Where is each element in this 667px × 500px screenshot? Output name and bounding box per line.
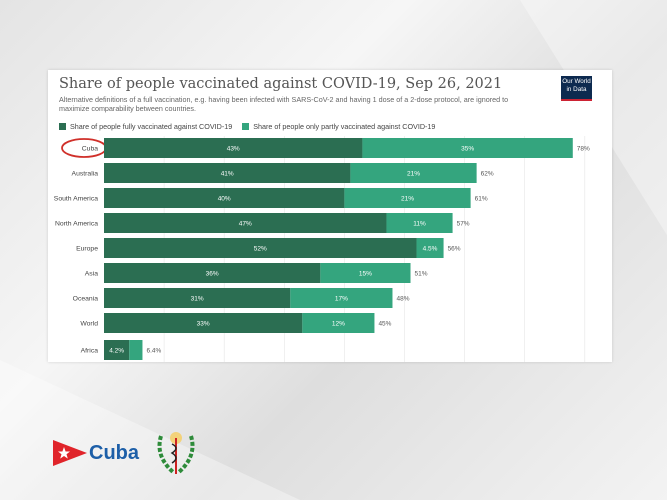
bar-label-partial: 17% xyxy=(335,296,348,303)
bar-partial xyxy=(416,238,444,258)
chart-panel: Share of people vaccinated against COVID… xyxy=(48,70,612,362)
bar-label-partial: 12% xyxy=(332,321,345,328)
owid-logo: Our World in Data xyxy=(561,76,592,101)
category-label: World xyxy=(80,321,98,328)
bar-full xyxy=(104,340,130,360)
bar-full xyxy=(104,138,363,158)
category-label: Europe xyxy=(76,246,98,253)
category-label: North America xyxy=(55,221,98,228)
bar-total-label: 78% xyxy=(577,146,590,153)
bar-partial xyxy=(129,340,143,360)
bar-full xyxy=(104,263,321,283)
bar-partial xyxy=(350,163,477,183)
bar-total-label: 56% xyxy=(448,246,461,253)
medical-emblem-icon xyxy=(157,432,195,474)
bar-partial xyxy=(302,313,375,333)
bar-full xyxy=(104,288,291,308)
legend-item-full: Share of people fully vaccinated against… xyxy=(59,122,232,131)
category-label: Australia xyxy=(72,171,99,178)
category-label: Asia xyxy=(85,271,98,278)
legend-swatch-full xyxy=(59,123,66,130)
legend-label: Share of people only partly vaccinated a… xyxy=(253,122,436,131)
chart-title: Share of people vaccinated against COVID… xyxy=(59,76,503,92)
bar-full xyxy=(104,213,387,233)
bar-label-partial: 21% xyxy=(407,171,420,178)
category-label: Africa xyxy=(81,348,99,355)
bar-label-partial: 4.5% xyxy=(423,246,438,253)
bar-partial xyxy=(362,138,573,158)
bar-label-full: 52% xyxy=(254,246,267,253)
bar-label-partial: 11% xyxy=(413,221,426,228)
bar-total-label: 57% xyxy=(457,221,470,228)
bar-total-label: 51% xyxy=(415,271,428,278)
legend: Share of people fully vaccinated against… xyxy=(59,122,435,131)
category-label: South America xyxy=(54,196,98,203)
bar-label-partial: 35% xyxy=(461,146,474,153)
bar-label-partial: 15% xyxy=(359,271,372,278)
bar-label-full: 47% xyxy=(239,221,252,228)
bar-label-full: 40% xyxy=(218,196,231,203)
bar-total-label: 61% xyxy=(475,196,488,203)
bar-partial xyxy=(386,213,453,233)
bar-label-full: 36% xyxy=(206,271,219,278)
cuba-brand: Cuba xyxy=(53,428,201,478)
bar-total-label: 62% xyxy=(481,171,494,178)
bar-label-full: 41% xyxy=(221,171,234,178)
bar-label-partial: 21% xyxy=(401,196,414,203)
bar-chart: Cuba 43% 35% 78% Australia 41% 21% 62% South Ame… xyxy=(54,136,590,362)
legend-label: Share of people fully vaccinated against… xyxy=(70,122,233,131)
bar-partial xyxy=(344,188,471,208)
category-label: Oceania xyxy=(73,296,99,303)
chart-subtitle: Alternative definitions of a full vaccin… xyxy=(59,95,509,113)
cuba-flag-icon xyxy=(53,440,87,466)
bar-total-label: 6.4% xyxy=(146,348,161,355)
bar-partial xyxy=(290,288,393,308)
bar-full xyxy=(104,163,351,183)
bar-label-full: 4.2% xyxy=(109,348,124,355)
bar-full xyxy=(104,188,345,208)
bar-full xyxy=(104,313,303,333)
bar-total-label: 45% xyxy=(378,321,391,328)
legend-item-partial: Share of people only partly vaccinated a… xyxy=(242,122,435,131)
bar-total-label: 48% xyxy=(396,296,409,303)
category-label: Cuba xyxy=(82,146,98,153)
bar-label-full: 33% xyxy=(197,321,210,328)
bar-partial xyxy=(320,263,411,283)
legend-swatch-partial xyxy=(242,123,250,130)
bar-label-full: 43% xyxy=(227,146,240,153)
bar-label-full: 31% xyxy=(191,296,204,303)
brand-label: Cuba xyxy=(89,441,139,464)
bar-full xyxy=(104,238,417,258)
